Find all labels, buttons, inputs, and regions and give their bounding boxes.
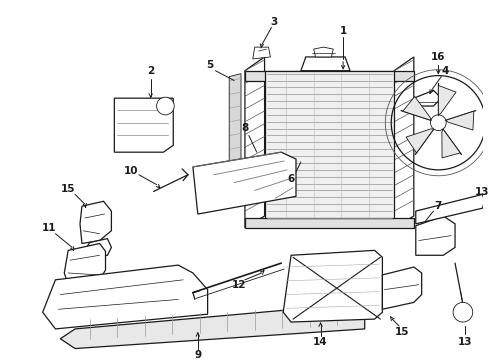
Text: 7: 7 [435, 201, 442, 211]
Polygon shape [229, 74, 241, 194]
Polygon shape [80, 201, 111, 243]
Polygon shape [84, 239, 111, 259]
Text: 11: 11 [41, 223, 56, 233]
Text: 13: 13 [475, 188, 490, 197]
Polygon shape [403, 96, 431, 120]
Text: 2: 2 [147, 66, 154, 76]
Polygon shape [406, 129, 434, 153]
Text: 8: 8 [241, 123, 248, 132]
Polygon shape [414, 90, 441, 106]
Text: 15: 15 [395, 327, 409, 337]
Polygon shape [60, 304, 365, 348]
Text: 6: 6 [288, 174, 294, 184]
Polygon shape [245, 71, 414, 81]
Polygon shape [314, 47, 333, 57]
Polygon shape [439, 85, 456, 115]
Polygon shape [442, 129, 460, 158]
Circle shape [453, 302, 473, 322]
Text: 15: 15 [61, 184, 75, 194]
Circle shape [157, 97, 174, 115]
Text: 3: 3 [271, 17, 278, 27]
Text: 5: 5 [206, 60, 213, 70]
Polygon shape [245, 218, 414, 228]
Text: 1: 1 [340, 26, 347, 36]
Polygon shape [394, 57, 414, 228]
Polygon shape [43, 265, 208, 329]
Text: 9: 9 [194, 350, 201, 360]
Text: 14: 14 [313, 337, 328, 347]
Polygon shape [446, 111, 474, 130]
Polygon shape [114, 98, 173, 152]
Text: 4: 4 [441, 66, 449, 76]
Text: 16: 16 [431, 52, 445, 62]
Polygon shape [283, 250, 382, 322]
Polygon shape [64, 243, 105, 285]
Text: 13: 13 [458, 337, 472, 347]
Polygon shape [382, 267, 422, 309]
Polygon shape [253, 47, 270, 59]
Polygon shape [301, 57, 350, 71]
Polygon shape [416, 194, 485, 224]
Polygon shape [416, 216, 455, 255]
Text: 12: 12 [232, 280, 246, 290]
Polygon shape [265, 71, 394, 218]
Text: 10: 10 [124, 166, 138, 176]
Polygon shape [193, 152, 296, 214]
Polygon shape [245, 57, 265, 228]
